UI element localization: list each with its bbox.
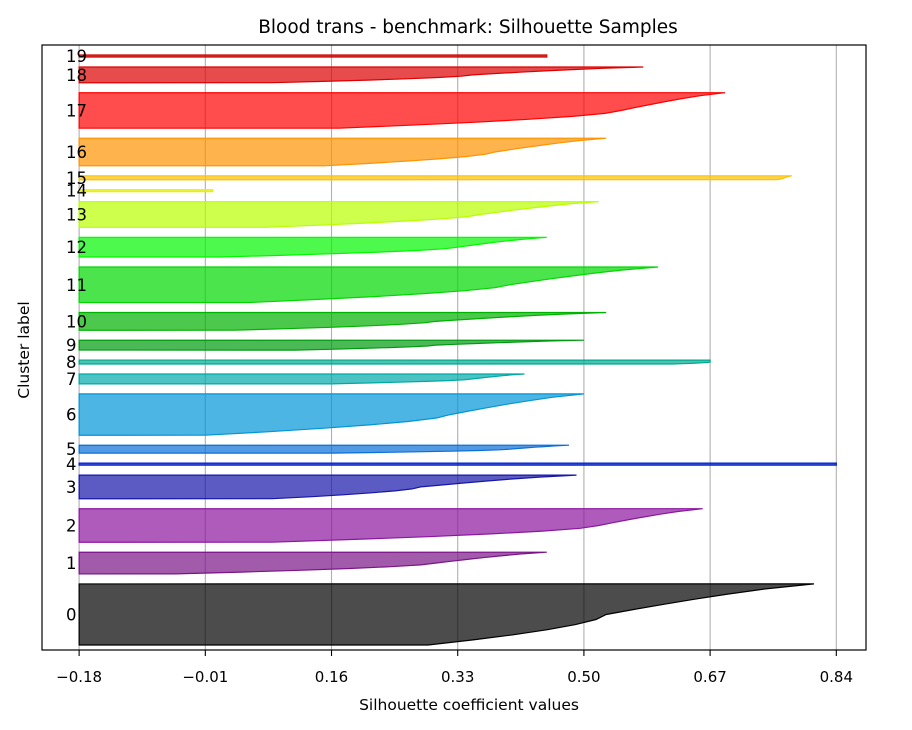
x-tick-label-0: −0.18	[56, 668, 102, 686]
cluster-label-16: 16	[66, 143, 87, 162]
x-tick-label-4: 0.50	[567, 668, 600, 686]
silhouette-cluster-12	[78, 236, 547, 258]
cluster-label-6: 6	[66, 406, 77, 425]
y-axis-label: Cluster label	[15, 301, 33, 398]
silhouette-cluster-10	[78, 311, 607, 331]
cluster-label-7: 7	[66, 370, 77, 389]
x-tick-label-2: 0.16	[315, 668, 348, 686]
silhouette-cluster-15	[78, 175, 792, 181]
cluster-label-18: 18	[66, 66, 87, 85]
silhouette-cluster-14	[78, 189, 214, 193]
x-tick-label-5: 0.67	[693, 668, 726, 686]
cluster-label-15: 15	[66, 169, 87, 188]
cluster-label-17: 17	[66, 101, 87, 120]
cluster-label-14: 14	[66, 182, 87, 201]
x-tick-label-6: 0.84	[820, 668, 853, 686]
silhouette-cluster-16	[78, 137, 607, 167]
cluster-label-3: 3	[66, 478, 77, 497]
cluster-label-2: 2	[66, 516, 77, 535]
cluster-label-4: 4	[66, 455, 77, 474]
cluster-label-1: 1	[66, 554, 77, 573]
cluster-label-19: 19	[66, 47, 87, 66]
silhouette-cluster-8	[78, 359, 711, 365]
silhouette-cluster-1	[78, 551, 547, 575]
silhouette-cluster-7	[78, 373, 525, 385]
cluster-label-13: 13	[66, 206, 87, 225]
cluster-label-10: 10	[66, 312, 87, 331]
x-axis-label: Silhouette coefficient values	[359, 696, 579, 714]
cluster-label-12: 12	[66, 238, 87, 257]
cluster-label-0: 0	[66, 605, 77, 624]
cluster-label-9: 9	[66, 336, 77, 355]
silhouette-cluster-17	[78, 92, 726, 129]
x-axis-ticks: −0.18 −0.01 0.16 0.33 0.50 0.67 0.84	[56, 650, 853, 686]
cluster-label-8: 8	[66, 353, 77, 372]
cluster-label-5: 5	[66, 440, 77, 459]
silhouette-cluster-0	[78, 583, 815, 646]
silhouette-cluster-11	[78, 266, 659, 304]
silhouette-cluster-6	[78, 393, 584, 436]
silhouette-cluster-19	[78, 54, 548, 58]
x-tick-label-3: 0.33	[441, 668, 474, 686]
silhouette-cluster-18	[78, 66, 644, 84]
chart-title: Blood trans - benchmark: Silhouette Samp…	[258, 17, 678, 38]
silhouette-cluster-3	[78, 474, 577, 500]
silhouette-cluster-5	[78, 444, 570, 454]
silhouette-cluster-4	[78, 462, 837, 466]
cluster-label-11: 11	[66, 276, 87, 295]
x-tick-label-1: −0.01	[182, 668, 228, 686]
silhouette-cluster-9	[78, 339, 584, 351]
silhouette-cluster-2	[78, 508, 703, 543]
silhouette-areas	[78, 54, 837, 646]
silhouette-cluster-13	[78, 201, 599, 228]
plot-frame	[41, 44, 867, 651]
